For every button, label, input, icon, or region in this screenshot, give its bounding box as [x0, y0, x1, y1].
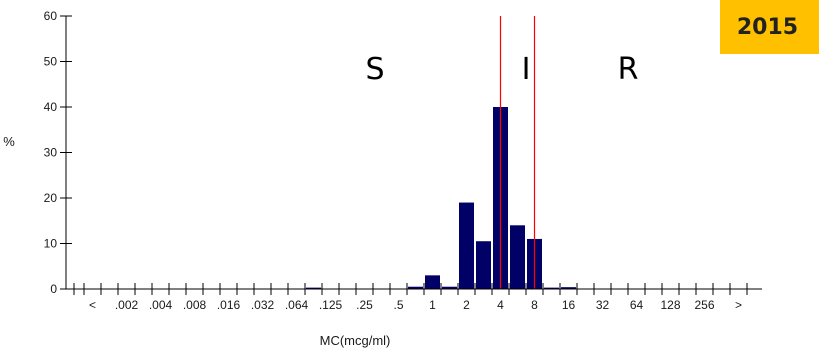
x-tick-label: 2	[463, 298, 470, 312]
x-axis-title: MC(mcg/ml)	[320, 333, 391, 348]
y-tick-label: 40	[44, 100, 58, 114]
y-axis-title: %	[3, 134, 15, 149]
y-tick-label: 30	[44, 146, 58, 160]
histogram-bars	[306, 107, 576, 289]
x-tick-label: 128	[660, 298, 680, 312]
histogram-bar	[442, 286, 457, 289]
region-label-r: R	[618, 52, 639, 87]
x-tick-label: >	[735, 298, 742, 312]
x-tick-label: .004	[149, 298, 173, 312]
x-tick-label: <	[89, 298, 96, 312]
x-tick-label: .008	[183, 298, 207, 312]
x-tick-label: .125	[319, 298, 343, 312]
y-tick-label: 20	[44, 191, 58, 205]
y-axis-ticks: 0 10 20 30 40 50 60	[44, 9, 72, 296]
x-tick-label: .25	[356, 298, 373, 312]
x-tick-label: 8	[531, 298, 538, 312]
histogram-bar	[306, 287, 321, 289]
x-tick-label: 1	[429, 298, 436, 312]
x-tick-label: 16	[562, 298, 576, 312]
x-tick-label: 32	[596, 298, 610, 312]
x-tick-label: .002	[115, 298, 139, 312]
histogram-bar	[459, 202, 474, 289]
x-axis-tick-labels: < .002 .004 .008 .016 .032 .064 .125 .25 .5 1 2 4 8 16…	[89, 298, 742, 312]
y-tick-label: 10	[44, 237, 58, 251]
histogram-bar	[510, 225, 525, 289]
x-tick-label: .016	[217, 298, 241, 312]
histogram-bar	[476, 241, 491, 289]
x-tick-label: 4	[497, 298, 504, 312]
region-label-s: S	[365, 52, 384, 87]
histogram-bar	[408, 286, 423, 289]
histogram-bar	[561, 287, 576, 289]
x-axis-ticks	[73, 283, 748, 295]
y-tick-label: 50	[44, 55, 58, 69]
x-tick-label: 64	[630, 298, 644, 312]
region-label-i: I	[522, 52, 531, 87]
x-tick-label: .064	[285, 298, 309, 312]
histogram-bar	[425, 275, 440, 289]
x-tick-label: 256	[694, 298, 714, 312]
y-tick-label: 0	[50, 282, 57, 296]
year-badge: 2015	[720, 0, 819, 54]
breakpoint-lines	[499, 16, 536, 289]
x-tick-label: .5	[393, 298, 403, 312]
histogram-bar	[544, 287, 559, 289]
x-tick-label: .032	[251, 298, 275, 312]
y-tick-label: 60	[44, 9, 58, 23]
